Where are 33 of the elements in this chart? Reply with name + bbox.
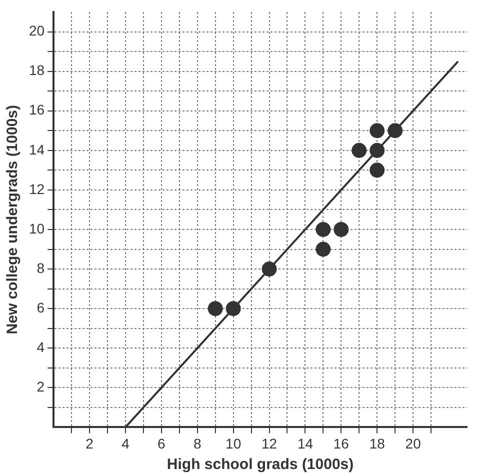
y-tick-label: 12 <box>28 180 45 197</box>
y-tick-label: 20 <box>28 22 45 39</box>
x-tick-label: 6 <box>158 435 166 452</box>
x-tick-label: 8 <box>193 435 202 452</box>
x-tick-label: 10 <box>226 435 242 452</box>
point <box>208 301 223 316</box>
point <box>334 222 349 237</box>
x-tick-label: 14 <box>297 435 314 452</box>
point <box>370 142 385 158</box>
x-tick-label: 20 <box>405 435 422 452</box>
y-tick-label: 16 <box>28 102 45 118</box>
point <box>262 262 277 277</box>
x-tick-label: 12 <box>261 435 278 452</box>
y-tick-label: 6 <box>36 299 45 316</box>
point <box>388 123 403 138</box>
point <box>316 222 331 237</box>
x-axis-title: High school grads (1000s) <box>166 456 354 474</box>
y-tick-label: 18 <box>28 62 45 78</box>
y-axis-title: New college undergrads (1000s) <box>4 104 22 334</box>
x-tick-label: 4 <box>122 435 130 452</box>
point <box>226 301 241 316</box>
y-tick-label: 14 <box>28 141 45 158</box>
x-tick-label: 18 <box>369 435 386 452</box>
point <box>370 123 385 138</box>
y-tick-label: 10 <box>28 220 45 236</box>
x-tick-label: 2 <box>86 435 94 452</box>
x-tick-label: 16 <box>333 435 350 452</box>
point <box>352 142 367 158</box>
y-tick-label: 2 <box>36 378 45 395</box>
y-tick-label: 4 <box>36 338 45 355</box>
y-tick-label: 8 <box>36 260 45 276</box>
point <box>370 162 385 178</box>
point <box>316 242 331 257</box>
